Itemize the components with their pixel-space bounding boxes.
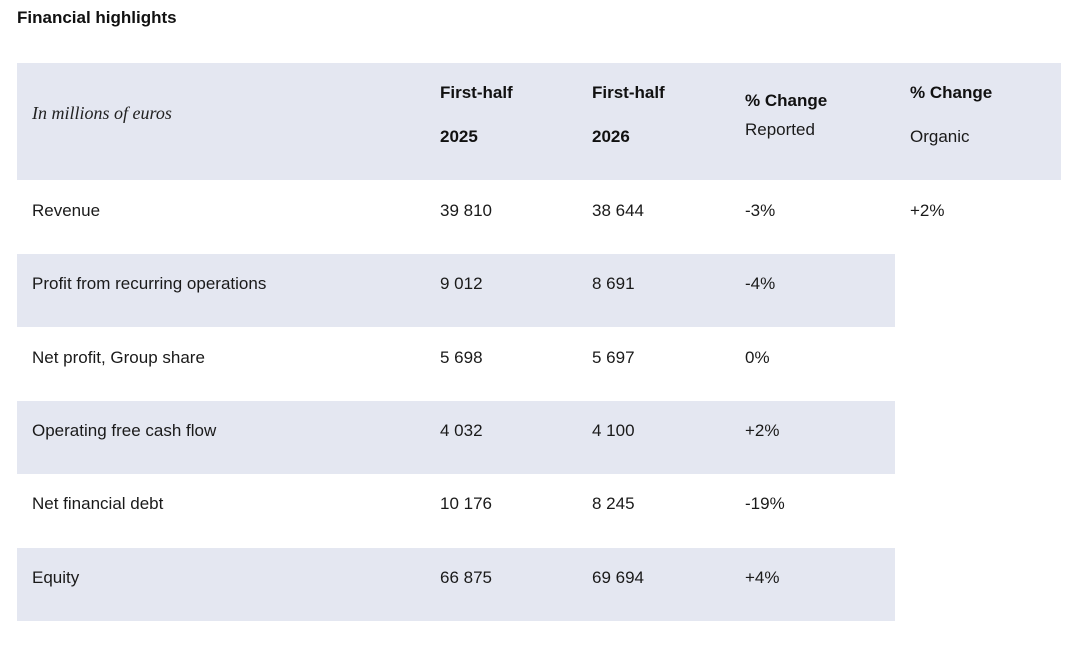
- unit-label: In millions of euros: [32, 103, 172, 123]
- row-label-equity: Equity: [32, 568, 80, 587]
- col-header-h1-2026-line1: First-half: [592, 83, 665, 102]
- table-row-band: [17, 254, 895, 327]
- table-cell: -4%: [745, 274, 776, 293]
- table-cell: 5 698: [440, 348, 483, 367]
- col-header-h1-2026-line2: 2026: [592, 127, 630, 146]
- table-cell: 10 176: [440, 494, 492, 513]
- table-cell: 4 032: [440, 421, 483, 440]
- row-label-operating-fcf: Operating free cash flow: [32, 421, 217, 440]
- row-label-net-profit: Net profit, Group share: [32, 348, 205, 367]
- col-header-change-reported-line2: Reported: [745, 120, 815, 139]
- col-header-change-reported-line1: % Change: [745, 91, 828, 110]
- col-header-change-organic-line1: % Change: [910, 83, 993, 102]
- col-header-h1-2025-line1: First-half: [440, 83, 513, 102]
- table-cell: +2%: [910, 201, 945, 220]
- row-label-revenue: Revenue: [32, 201, 101, 220]
- table-cell: +2%: [745, 421, 780, 440]
- table-cell: 69 694: [592, 568, 644, 587]
- col-header-change-organic-line2: Organic: [910, 127, 970, 146]
- table-cell: -3%: [745, 201, 776, 220]
- row-label-net-financial-debt: Net financial debt: [32, 494, 164, 513]
- row-label-profit-recurring: Profit from recurring operations: [32, 274, 267, 293]
- table-cell: 66 875: [440, 568, 492, 587]
- table-header: [17, 63, 1061, 180]
- page-title: Financial highlights: [17, 8, 177, 27]
- table-cell: +4%: [745, 568, 780, 587]
- table-cell: -19%: [745, 494, 785, 513]
- table-cell: 8 245: [592, 494, 635, 513]
- table-cell: 39 810: [440, 201, 492, 220]
- table-cell: 0%: [745, 348, 770, 367]
- table-cell: 38 644: [592, 201, 644, 220]
- table-cell: 4 100: [592, 421, 635, 440]
- table-row-band: [17, 548, 895, 621]
- table-row-band: [17, 401, 895, 474]
- table-cell: 8 691: [592, 274, 635, 293]
- table-cell: 9 012: [440, 274, 483, 293]
- col-header-h1-2025-line2: 2025: [440, 127, 478, 146]
- table-cell: 5 697: [592, 348, 635, 367]
